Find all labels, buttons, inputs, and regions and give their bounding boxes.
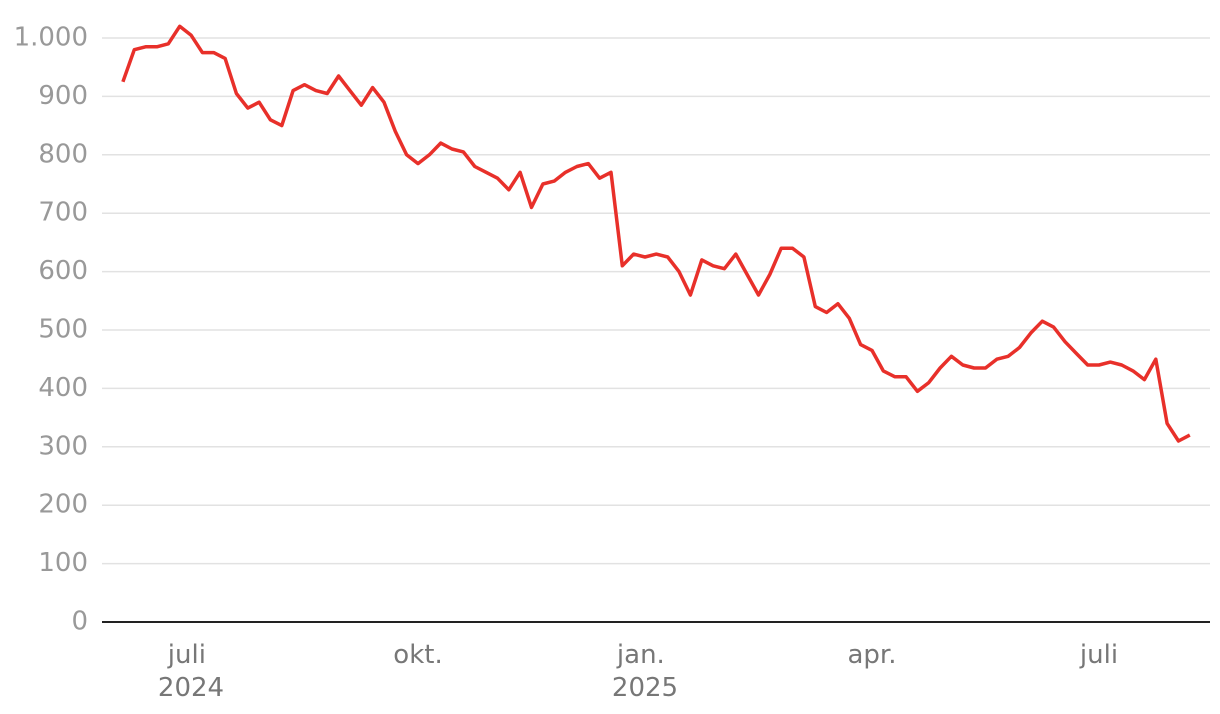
x-tick-label: okt. [393, 640, 442, 670]
y-tick-label: 1.000 [14, 23, 88, 53]
y-tick-label: 600 [38, 256, 88, 286]
x-tick-label: juli 2024 [158, 640, 224, 703]
y-tick-label: 300 [38, 431, 88, 461]
y-tick-label: 400 [38, 373, 88, 403]
x-tick-label: apr. [847, 640, 896, 670]
y-tick-label: 800 [38, 139, 88, 169]
y-tick-label: 100 [38, 548, 88, 578]
y-tick-label: 700 [38, 198, 88, 228]
y-tick-label: 900 [38, 81, 88, 111]
x-tick-label: jan. 2025 [612, 640, 678, 703]
y-tick-label: 500 [38, 315, 88, 345]
y-tick-label: 200 [38, 490, 88, 520]
price-line [121, 24, 1191, 443]
y-tick-label: 0 [71, 607, 88, 637]
x-tick-label: juli [1079, 640, 1118, 670]
